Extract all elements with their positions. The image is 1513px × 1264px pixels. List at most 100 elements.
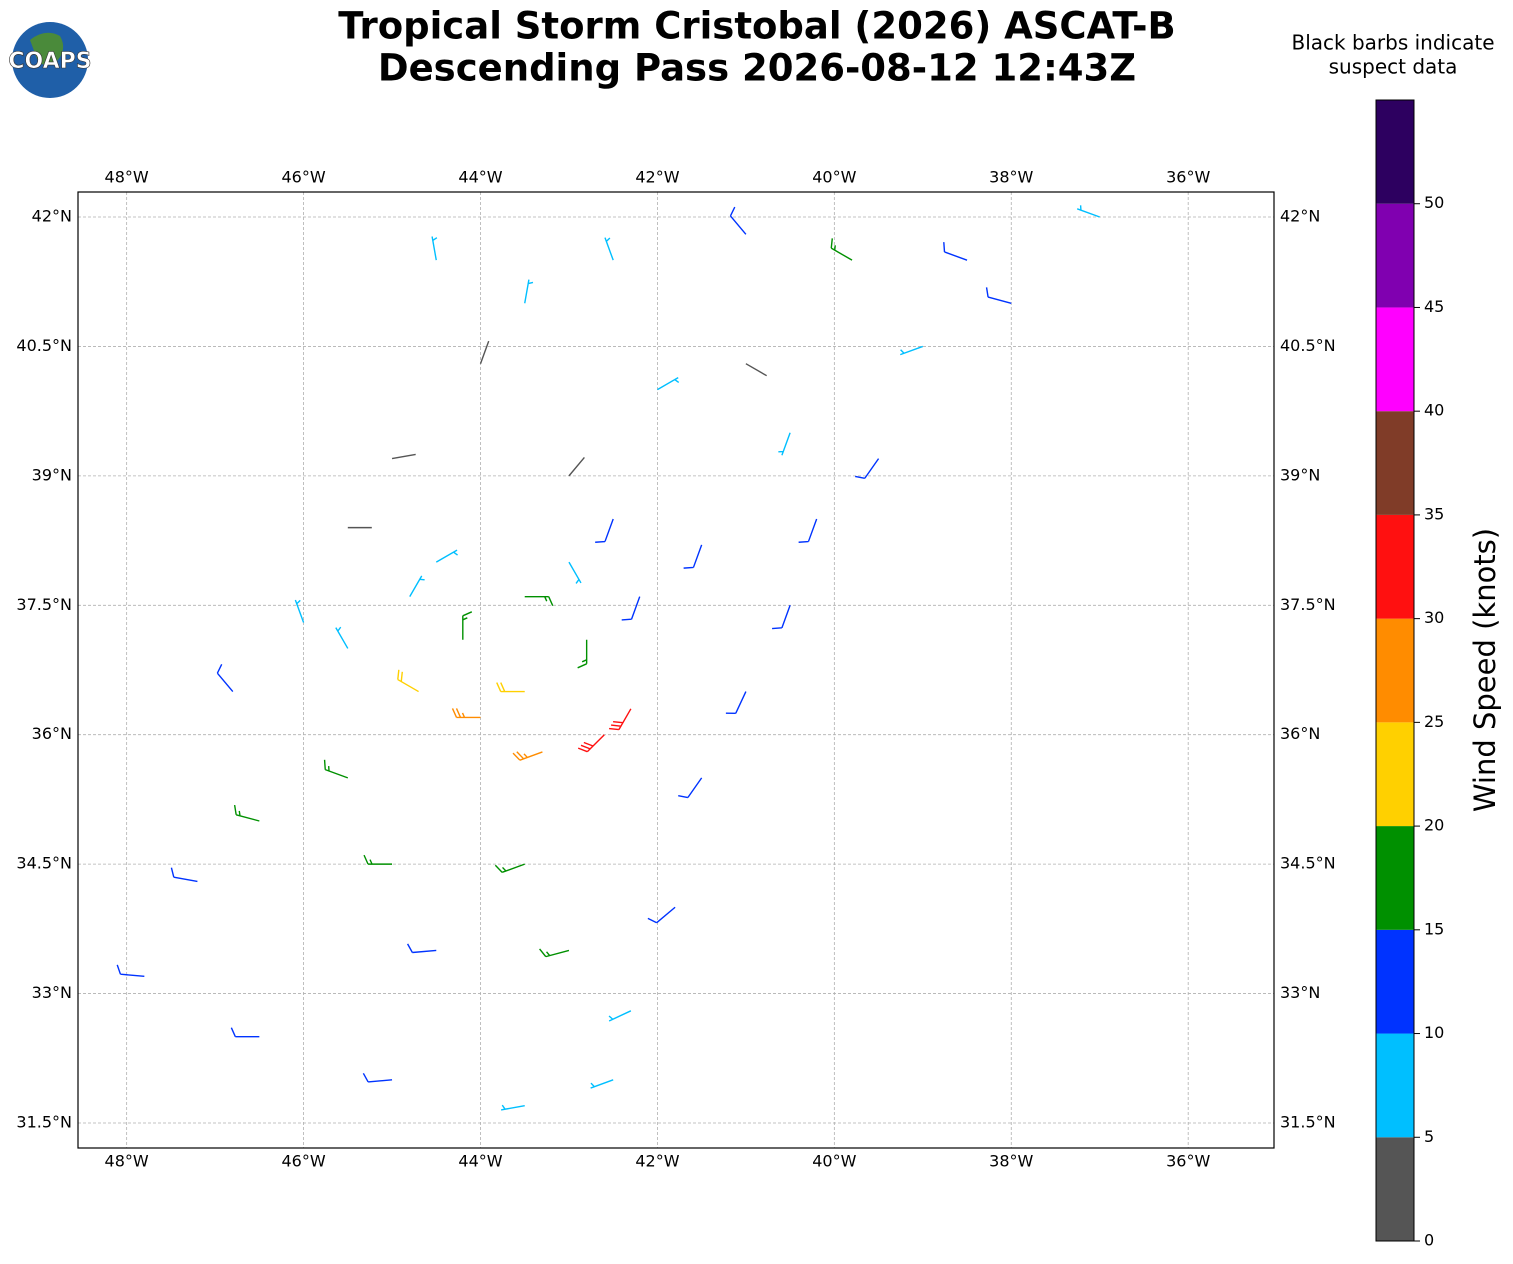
wind-barb xyxy=(745,363,768,377)
wind-barb xyxy=(725,691,747,715)
colorbar-bin xyxy=(1376,514,1414,619)
wind-barb xyxy=(683,544,703,569)
wind-barb xyxy=(524,279,534,304)
y-tick-label: 40.5°N xyxy=(16,336,72,355)
colorbar-bin xyxy=(1376,100,1414,204)
colorbar-tick-label: 25 xyxy=(1424,712,1444,731)
x-tick-label: 42°W xyxy=(635,1152,679,1171)
wind-barb xyxy=(609,708,632,731)
x-tick-label: 38°W xyxy=(989,168,1033,187)
y-tick-label: 37.5°N xyxy=(16,595,72,614)
wind-barb xyxy=(855,458,880,479)
wind-barb xyxy=(778,432,791,456)
wind-barb xyxy=(233,804,260,822)
wind-barb xyxy=(500,1104,525,1111)
note-line: Black barbs indicate xyxy=(1292,31,1495,55)
colorbar-tick-label: 40 xyxy=(1424,401,1444,420)
wind-barb xyxy=(335,626,349,649)
x-tick-label: 40°W xyxy=(812,168,856,187)
colorbar-bin xyxy=(1376,307,1414,412)
x-tick-label: 48°W xyxy=(105,168,149,187)
wind-barb xyxy=(362,1072,393,1083)
colorbar-tick-label: 30 xyxy=(1424,608,1444,627)
wind-barb xyxy=(621,596,641,621)
colorbar-tick-label: 5 xyxy=(1424,1127,1434,1146)
colorbar-tick-label: 15 xyxy=(1424,919,1444,938)
wind-barb xyxy=(590,1079,614,1089)
wind-barb xyxy=(216,664,234,693)
colorbar-tick-label: 0 xyxy=(1424,1231,1434,1250)
wind-barb xyxy=(496,682,525,693)
wind-barb xyxy=(647,906,676,924)
y-tick-label: 37.5°N xyxy=(1280,595,1336,614)
wind-barb xyxy=(230,1027,260,1038)
colorbar-frame xyxy=(1375,99,1415,1242)
wind-barb xyxy=(391,453,416,460)
wind-barb xyxy=(657,376,680,391)
wind-barb xyxy=(943,242,968,261)
colorbar-tick-label: 10 xyxy=(1424,1023,1444,1042)
x-tick-label: 46°W xyxy=(281,168,325,187)
wind-barb xyxy=(435,549,458,563)
x-tick-label: 38°W xyxy=(989,1152,1033,1171)
wind-barb xyxy=(494,863,525,873)
colorbar-bin xyxy=(1376,826,1414,930)
wind-barb xyxy=(604,237,614,261)
wind-barb xyxy=(577,734,605,753)
wind-barb xyxy=(363,854,393,865)
logo-text: COAPS xyxy=(8,49,91,74)
wind-barb xyxy=(524,595,554,606)
colorbar-label: Wind Speed (knots) xyxy=(1468,528,1502,812)
wind-barb xyxy=(539,948,570,958)
y-tick-label: 33°N xyxy=(1280,983,1320,1002)
wind-barb xyxy=(431,236,438,261)
colorbar-bin xyxy=(1376,1137,1414,1241)
colorbar-tick-label: 20 xyxy=(1424,816,1444,835)
colorbar-bin xyxy=(1376,722,1414,827)
colorbar-tick-label: 35 xyxy=(1424,504,1444,523)
wind-barb xyxy=(568,457,585,477)
x-tick-label: 48°W xyxy=(105,1152,149,1171)
wind-barb xyxy=(294,599,305,623)
y-tick-label: 39°N xyxy=(1280,465,1320,484)
colorbar-bin xyxy=(1376,203,1414,308)
wind-barb xyxy=(462,611,473,640)
wind-barb xyxy=(577,639,588,669)
colorbar-bin xyxy=(1376,1033,1414,1138)
wind-barb xyxy=(985,287,1012,304)
x-tick-label: 46°W xyxy=(281,1152,325,1171)
x-tick-label: 44°W xyxy=(458,1152,502,1171)
x-tick-label: 40°W xyxy=(812,1152,856,1171)
wind-barb xyxy=(406,943,437,954)
wind-barb xyxy=(1076,205,1100,218)
wind-barb xyxy=(512,751,543,761)
wind-barb xyxy=(729,206,747,235)
x-tick-label: 42°W xyxy=(635,168,679,187)
colorbar-bin xyxy=(1376,929,1414,1034)
y-tick-label: 34.5°N xyxy=(16,854,72,873)
colorbar-bin xyxy=(1376,618,1414,723)
colorbar-bin xyxy=(1376,411,1414,515)
x-tick-label: 36°W xyxy=(1166,168,1210,187)
wind-barb xyxy=(170,867,198,883)
logo-land xyxy=(30,32,64,65)
wind-barb xyxy=(409,575,425,598)
map-frame xyxy=(77,191,1275,1149)
wind-barb xyxy=(678,777,703,799)
wind-barb xyxy=(116,964,145,977)
wind-barb xyxy=(608,1010,632,1022)
colorbar-tick-label: 45 xyxy=(1424,297,1444,316)
y-tick-label: 31.5°N xyxy=(16,1112,72,1131)
wind-barb xyxy=(798,518,818,543)
note-line: suspect data xyxy=(1329,55,1458,79)
y-tick-label: 36°N xyxy=(1280,724,1320,743)
x-tick-label: 36°W xyxy=(1166,1152,1210,1171)
y-tick-label: 36°N xyxy=(32,724,72,743)
title-line: Tropical Storm Cristobal (2026) ASCAT-B xyxy=(338,5,1175,48)
wind-barb xyxy=(830,238,853,261)
y-tick-label: 31.5°N xyxy=(1280,1112,1336,1131)
x-tick-label: 44°W xyxy=(458,168,502,187)
wind-barb xyxy=(595,518,614,543)
